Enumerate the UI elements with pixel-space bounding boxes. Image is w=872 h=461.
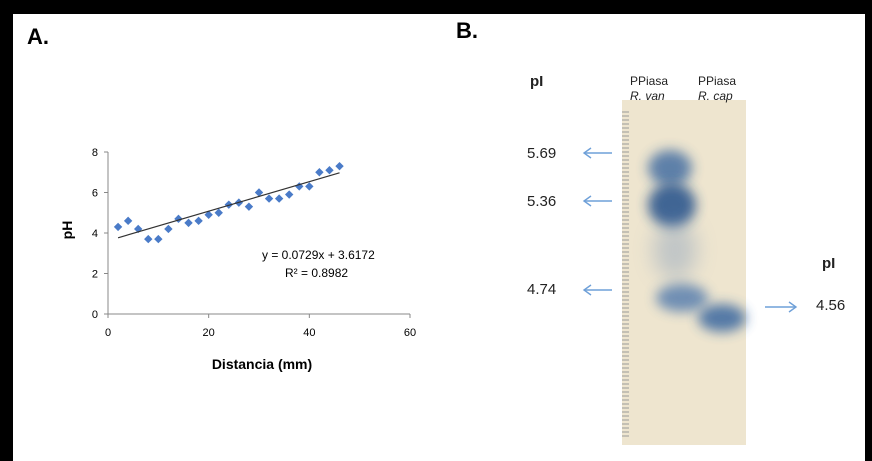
marker-4-56: 4.56 [816,297,845,314]
left-pi-header: pI [530,73,543,90]
lane-1-name: PPiasa [630,74,668,88]
band-4-74 [656,284,708,312]
lane-2-species: R. cap [698,89,733,103]
band-4-56 [698,304,746,332]
marker-4-74: 4.74 [527,281,556,298]
lane-2-name: PPiasa [698,74,736,88]
marker-5-36: 5.36 [527,193,556,210]
right-pi-header: pI [822,255,835,272]
marker-5-69: 5.69 [527,145,556,162]
band-5-69 [648,150,692,186]
lane-1-species: R. van [630,89,665,103]
lane1-smear [653,220,697,280]
